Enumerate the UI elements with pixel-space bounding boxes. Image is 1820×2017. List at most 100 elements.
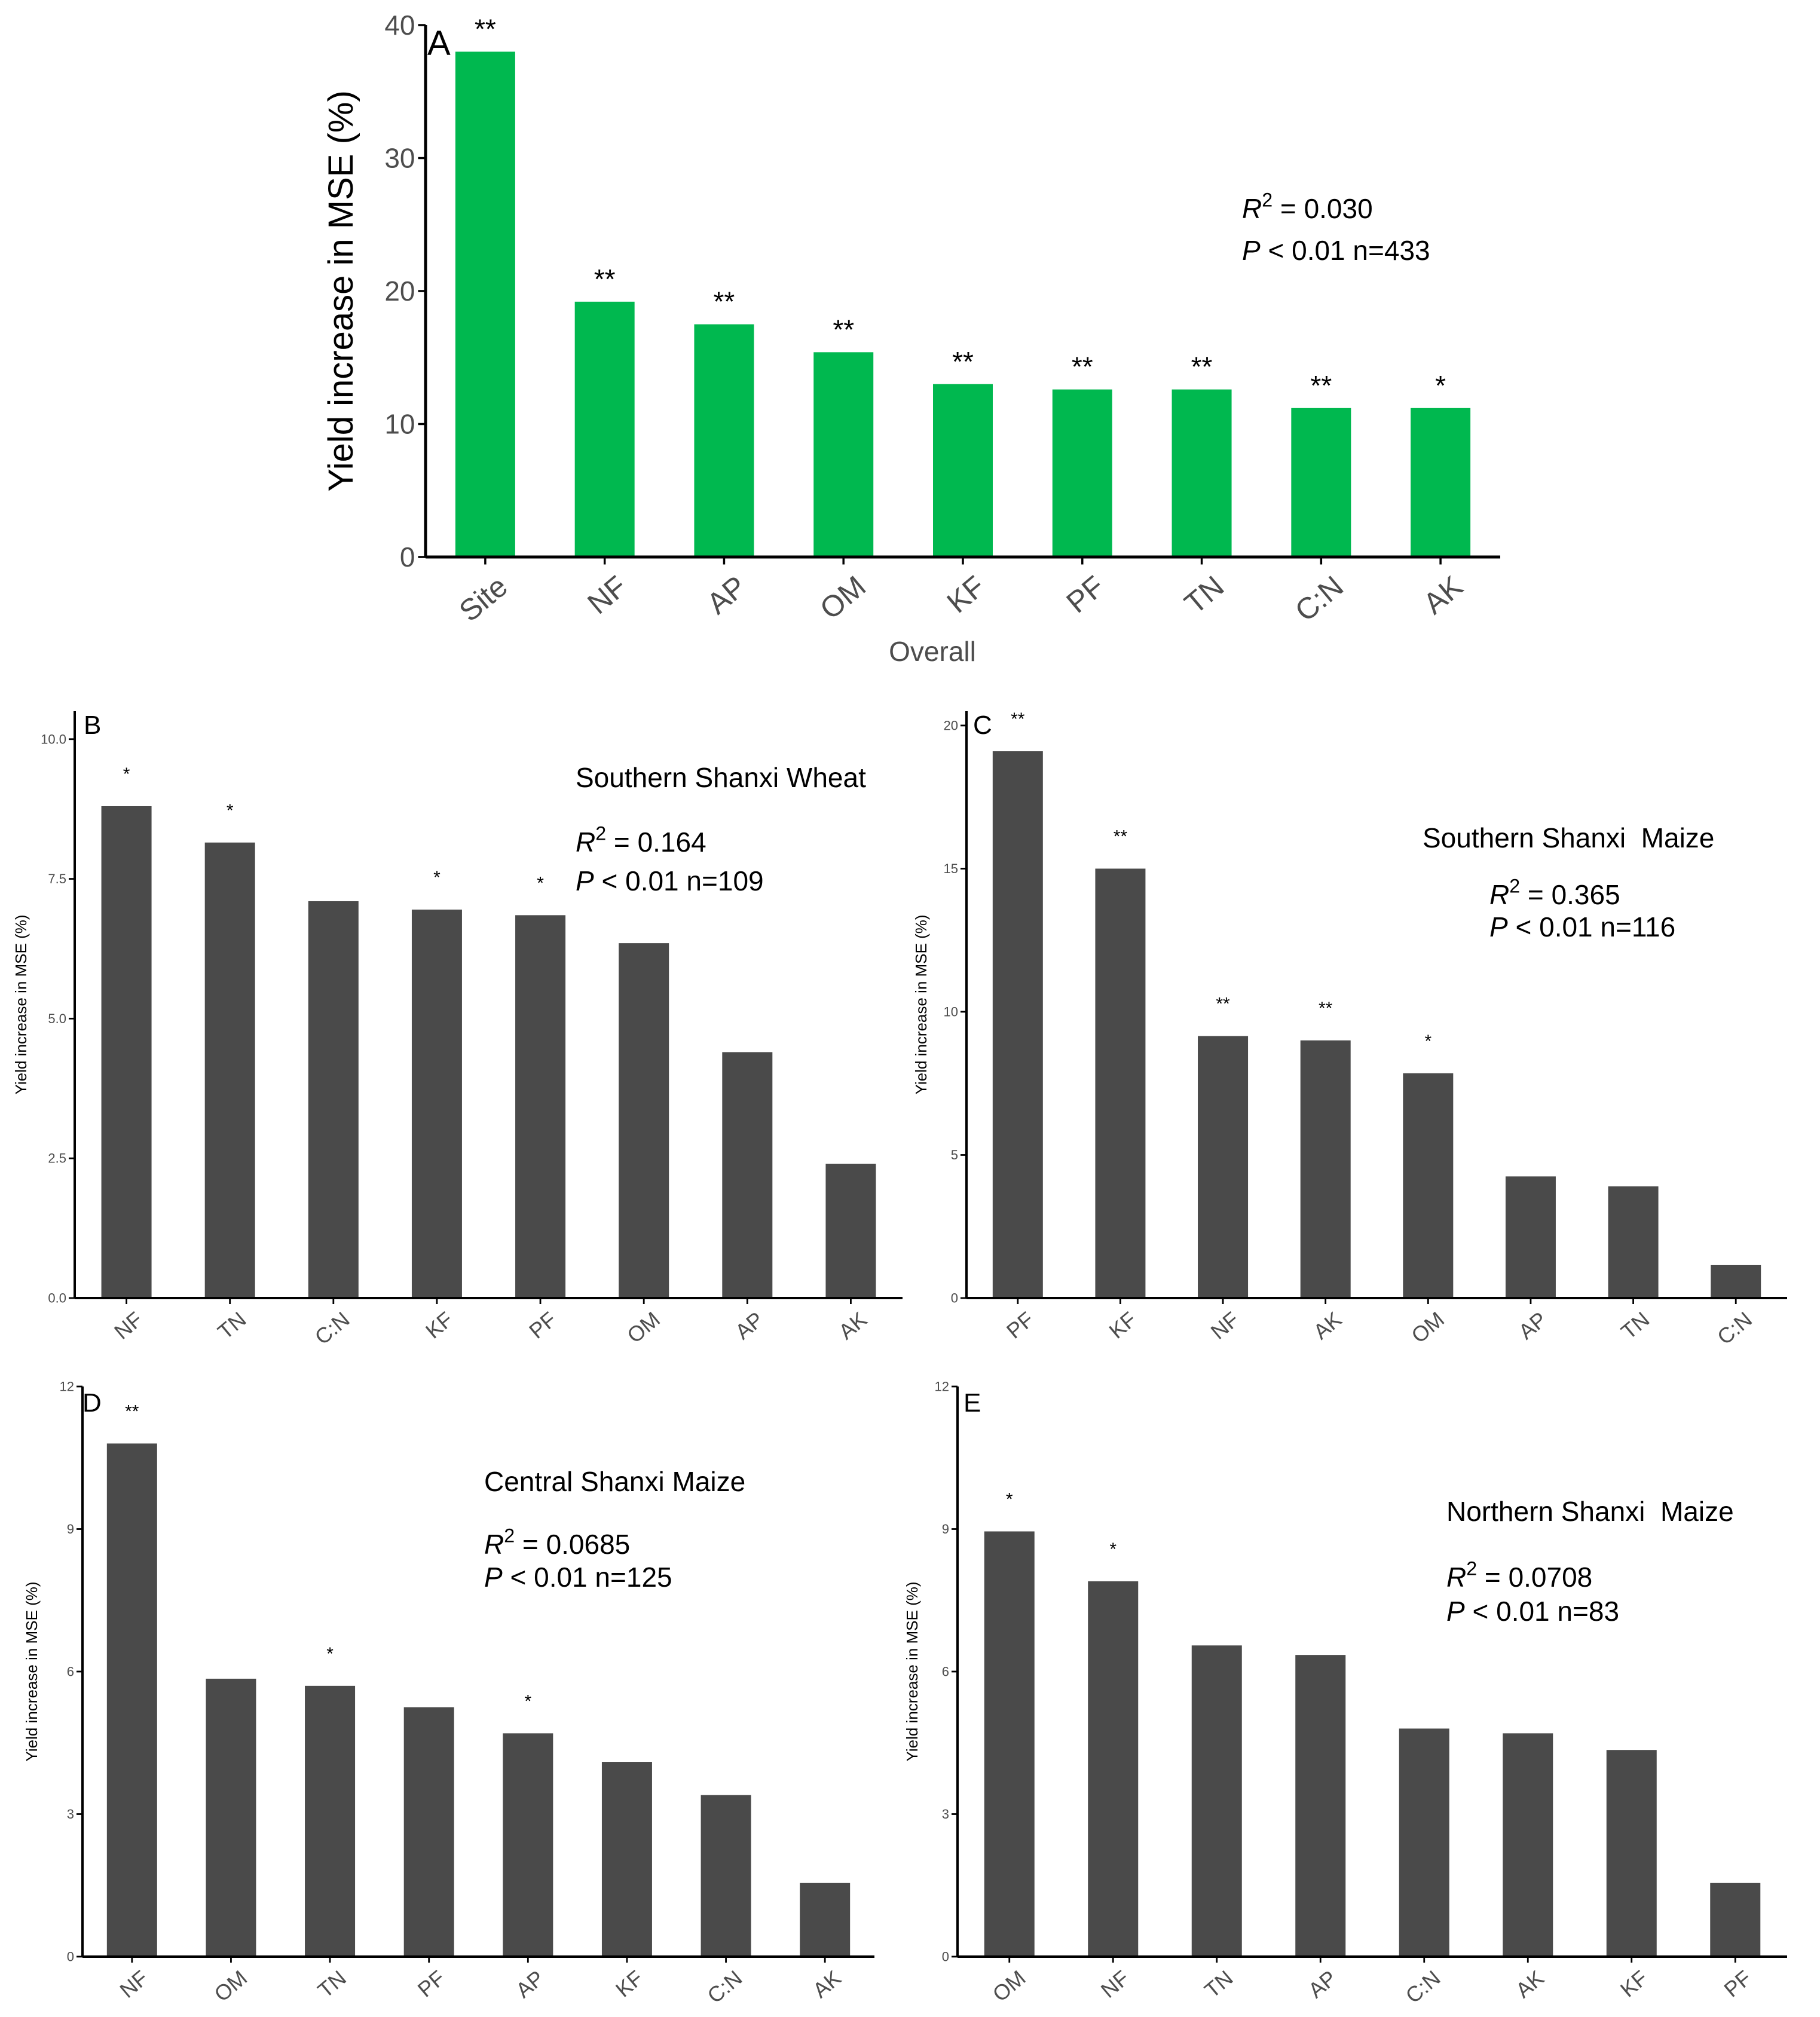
x-tick-label: TN bbox=[1616, 1307, 1654, 1344]
y-tick-label: 5 bbox=[951, 1147, 958, 1162]
bar-ak bbox=[800, 1883, 851, 1957]
bar-tn bbox=[305, 1685, 356, 1957]
y-tick-label: 9 bbox=[67, 1522, 74, 1537]
chart-panel-d: ** NF OM * TN PF * AP KF C:N AK 0 3 6 9 12 D Yield increa… bbox=[23, 1379, 874, 2008]
x-tick-label: AK bbox=[1511, 1966, 1549, 2003]
bar-om bbox=[619, 943, 669, 1298]
x-tick-label: PF bbox=[1002, 1307, 1039, 1343]
bar-om bbox=[984, 1531, 1035, 1957]
y-tick-label: 0.0 bbox=[48, 1291, 66, 1306]
significance-mark: * bbox=[326, 1644, 334, 1664]
panel-label: B bbox=[84, 711, 101, 740]
y-tick-label: 20 bbox=[384, 276, 415, 307]
panel-label: D bbox=[82, 1388, 102, 1418]
x-tick-label: KF bbox=[611, 1966, 648, 2002]
x-tick-label: AP bbox=[1514, 1307, 1552, 1344]
bar-tn bbox=[1171, 389, 1232, 557]
x-tick-label: C:N bbox=[1401, 1966, 1445, 2008]
y-tick-label: 0 bbox=[67, 1949, 74, 1964]
bar-kf bbox=[411, 910, 462, 1298]
x-axis-label: Overall bbox=[889, 636, 976, 667]
significance-mark: ** bbox=[1319, 999, 1333, 1018]
bar-cn bbox=[308, 901, 359, 1298]
stat-p: P < 0.01 n=125 bbox=[484, 1562, 672, 1593]
y-tick-label: 15 bbox=[944, 861, 958, 876]
stat-r2: R2 = 0.030 bbox=[1242, 189, 1373, 224]
x-tick-label: AP bbox=[511, 1966, 549, 2003]
bar-pf bbox=[1710, 1883, 1761, 1957]
bar-ak bbox=[1300, 1040, 1351, 1298]
y-tick-label: 2.5 bbox=[48, 1151, 66, 1166]
x-tick-label: KF bbox=[941, 570, 992, 620]
chart-title: Northern Shanxi Maize bbox=[1446, 1496, 1734, 1527]
bar-cn bbox=[1711, 1265, 1761, 1298]
bar-ak bbox=[825, 1164, 876, 1298]
bar-cn bbox=[1291, 408, 1351, 557]
y-tick-label: 10 bbox=[384, 409, 415, 440]
significance-mark: * bbox=[1435, 370, 1446, 401]
stat-r2-superscript: 2 bbox=[595, 823, 606, 844]
significance-mark: * bbox=[1109, 1539, 1117, 1559]
bar-kf bbox=[1606, 1750, 1657, 1957]
stat-r2-superscript: 2 bbox=[504, 1525, 515, 1547]
bar-kf bbox=[933, 384, 993, 557]
bar-om bbox=[1403, 1073, 1454, 1298]
significance-mark: ** bbox=[952, 346, 974, 377]
stat-r2-value: = 0.0685 bbox=[515, 1529, 630, 1560]
chart-panel-a: **Site**NF**AP**OM**KF**PF**TN**C:N*AK01… bbox=[322, 10, 1500, 667]
bar-nf bbox=[101, 806, 152, 1298]
stat-p-symbol: P bbox=[576, 865, 594, 896]
significance-mark: ** bbox=[714, 286, 735, 317]
stat-p-symbol: P bbox=[1446, 1596, 1465, 1627]
y-tick-label: 40 bbox=[384, 10, 415, 41]
bar-ap bbox=[1505, 1176, 1556, 1298]
y-axis-label: Yield increase in MSE (%) bbox=[12, 914, 30, 1094]
significance-mark: ** bbox=[1216, 994, 1230, 1014]
stat-p-value: < 0.01 n=116 bbox=[1508, 911, 1676, 942]
chart-panel-e: * OM * NF TN AP C:N AK KF PF 0 3 6 9 12 E Yield increase… bbox=[903, 1379, 1787, 2008]
panel-label: C bbox=[973, 711, 992, 740]
y-tick-label: 10.0 bbox=[41, 731, 66, 746]
y-tick-label: 7.5 bbox=[48, 871, 66, 886]
y-tick-label: 20 bbox=[944, 718, 958, 733]
bar-pf bbox=[403, 1707, 454, 1957]
x-tick-label: C:N bbox=[702, 1966, 747, 2008]
x-tick-label: OM bbox=[988, 1966, 1030, 2007]
significance-mark: ** bbox=[1072, 351, 1093, 382]
x-tick-label: OM bbox=[813, 570, 872, 626]
significance-mark: ** bbox=[125, 1401, 139, 1421]
significance-mark: * bbox=[227, 801, 234, 821]
bar-kf bbox=[1095, 868, 1146, 1298]
y-axis-label: Yield increase in MSE (%) bbox=[912, 914, 930, 1094]
y-tick-label: 0 bbox=[942, 1949, 949, 1964]
bar-tn bbox=[1608, 1186, 1659, 1298]
stat-p: P < 0.01 n=433 bbox=[1242, 235, 1430, 266]
stat-r2-superscript: 2 bbox=[1509, 876, 1520, 897]
bar-ap bbox=[722, 1052, 773, 1298]
y-axis-label: Yield increase in MSE (%) bbox=[23, 1581, 41, 1761]
stat-p-value: < 0.01 n=433 bbox=[1261, 235, 1430, 266]
stat-r2-symbol: R bbox=[1446, 1562, 1466, 1593]
bar-ak bbox=[1411, 408, 1471, 557]
panel-label: A bbox=[427, 24, 451, 63]
stat-r2-superscript: 2 bbox=[1262, 189, 1273, 211]
y-tick-label: 6 bbox=[942, 1664, 949, 1679]
bar-nf bbox=[574, 301, 635, 557]
stat-p-value: < 0.01 n=125 bbox=[503, 1562, 672, 1593]
stat-r2-superscript: 2 bbox=[1466, 1558, 1477, 1580]
significance-mark: * bbox=[1006, 1489, 1013, 1509]
significance-mark: ** bbox=[1191, 351, 1213, 382]
x-tick-label: AK bbox=[834, 1307, 871, 1344]
significance-mark: * bbox=[123, 764, 130, 784]
x-tick-label: AK bbox=[1417, 570, 1469, 621]
stat-r2-symbol: R bbox=[484, 1529, 504, 1560]
bar-pf bbox=[992, 751, 1043, 1298]
chart-title: Southern Shanxi Wheat bbox=[576, 762, 866, 793]
x-tick-label: NF bbox=[1096, 1966, 1134, 2003]
bar-cn bbox=[1399, 1728, 1449, 1957]
x-tick-label: NF bbox=[1206, 1307, 1244, 1344]
y-tick-label: 0 bbox=[951, 1291, 958, 1306]
x-tick-label: AK bbox=[808, 1966, 846, 2003]
x-tick-label: TN bbox=[213, 1307, 250, 1344]
chart-panel-b: * NF * TN C:N * KF * PF OM AP AK 0.0 2.5 5.0 7.5 10.0 B Yi… bbox=[12, 711, 903, 1349]
